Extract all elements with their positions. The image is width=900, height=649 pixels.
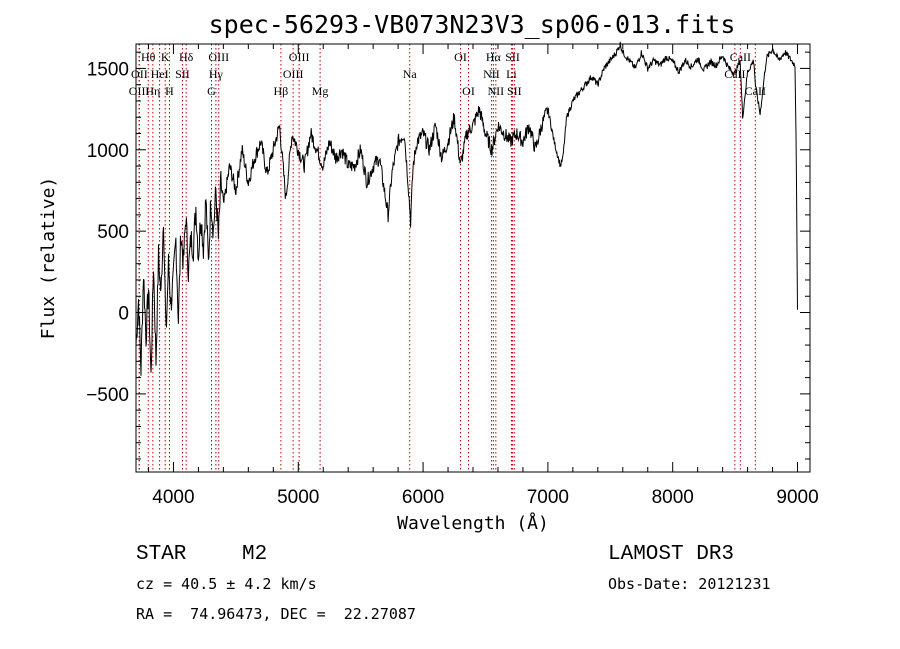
line-marker-label-22: Hβ [274,84,289,98]
spectrum-line [135,41,798,376]
line-marker-label-16: Li [506,67,517,81]
x-axis-label: Wavelength (Å) [397,512,549,534]
y-tick-label-4: 1500 [87,59,129,80]
line-marker-label-12: Hγ [209,67,224,81]
line-marker-label-7: SII [505,50,520,64]
y-tick-label-3: 1000 [87,141,129,162]
object-subclass: M2 [242,543,267,566]
line-marker-label-19: Hη [145,84,160,98]
info-block: STAR M2 LAMOST DR3 cz = 40.5 ± 4.2 km/s … [136,543,771,623]
line-markers [138,44,756,472]
line-marker-label-5: OI [454,50,467,64]
line-marker-label-18: OIII [129,84,150,98]
y-tick-label-0: −500 [86,385,129,406]
axis-tick-labels: 4000 5000 6000 7000 8000 9000 −500 0 500 1000 1500 [86,59,818,508]
line-marker-label-20: H [165,84,174,98]
line-marker-label-14: Na [403,67,418,81]
x-tick-label-2: 6000 [402,487,444,508]
line-marker-label-8: CaII [730,50,751,64]
line-marker-label-26: SII [507,84,522,98]
line-marker-label-27: CaII [745,84,766,98]
line-marker-label-0: Hθ [141,50,156,64]
line-marker-label-2: Hδ [179,50,194,64]
line-marker-label-17: CaII [724,67,745,81]
line-marker-label-4: OIII [289,50,310,64]
line-marker-label-9: OII [131,67,148,81]
coordinates: RA = 74.96473, DEC = 22.27087 [136,605,416,623]
redshift-label: cz = 40.5 ± 4.2 km/s [136,575,317,593]
plot-frame [135,43,811,473]
x-tick-label-4: 8000 [652,487,694,508]
line-marker-label-21: G [207,84,216,98]
y-tick-label-1: 0 [118,304,129,325]
line-marker-label-3: OIII [208,50,229,64]
line-marker-label-23: Mg [312,84,329,98]
line-marker-label-1: K [161,50,170,64]
object-class: STAR [136,543,187,566]
x-tick-label-1: 5000 [277,487,319,508]
axis-ticks [136,44,810,472]
obs-date: Obs-Date: 20121231 [608,575,771,593]
line-marker-label-24: OI [462,84,475,98]
line-marker-label-6: Hα [486,50,502,64]
survey-name: LAMOST DR3 [608,543,734,566]
x-tick-label-5: 9000 [776,487,818,508]
line-marker-label-10: HeI [151,67,169,81]
x-tick-label-3: 7000 [527,487,569,508]
y-axis-label: Flux (relative) [38,177,59,340]
x-tick-label-0: 4000 [152,487,194,508]
line-marker-label-11: SII [175,67,190,81]
chart-title: spec-56293-VB073N23V3_sp06-013.fits [209,10,736,39]
line-marker-label-25: NII [488,84,505,98]
line-marker-label-15: NII [483,67,500,81]
line-marker-label-13: OIII [283,67,304,81]
y-tick-label-2: 500 [97,222,129,243]
